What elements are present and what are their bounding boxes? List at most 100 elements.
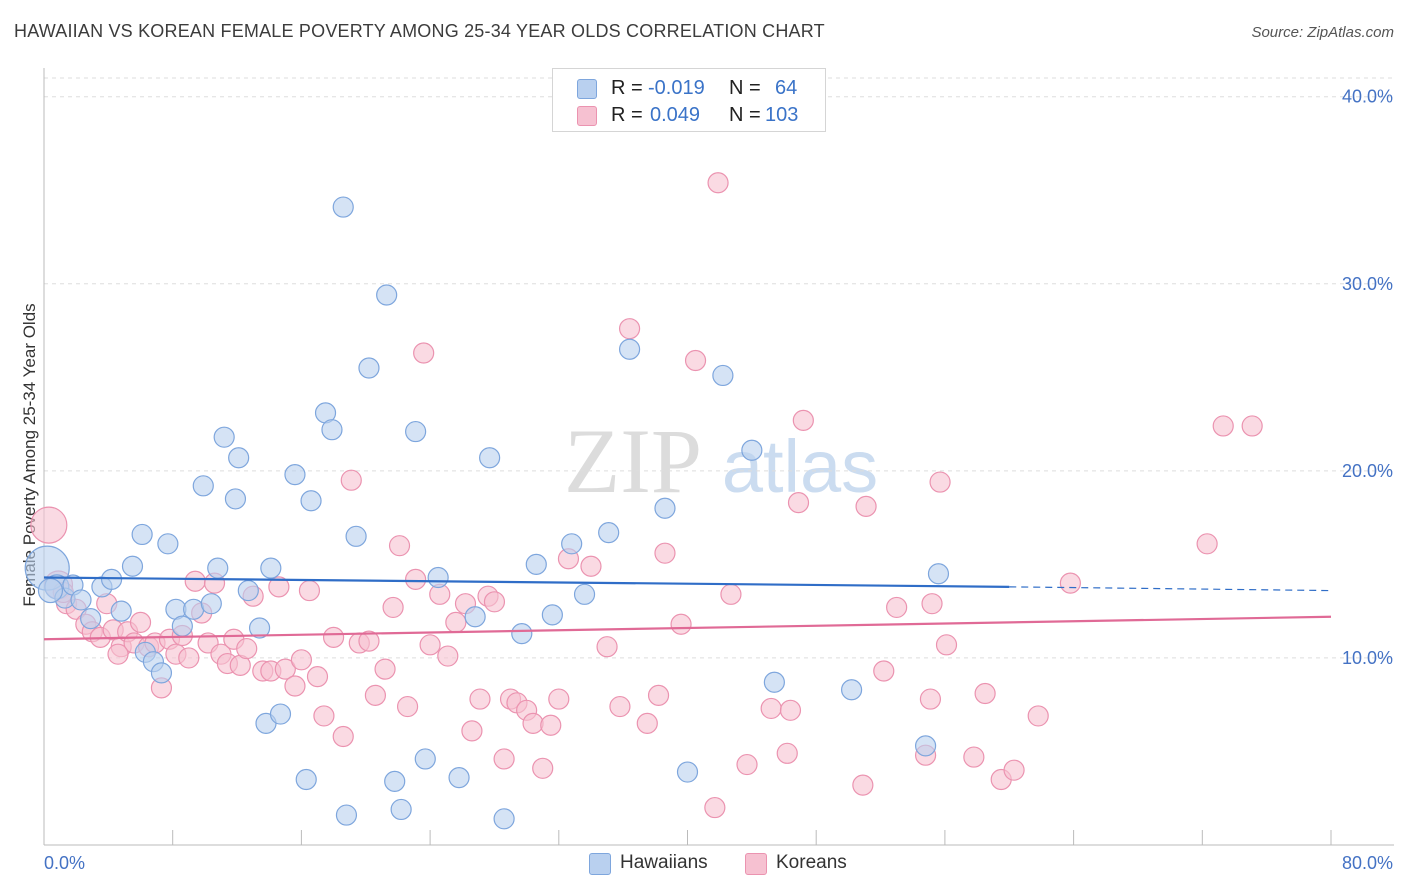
korean-point — [1212, 415, 1234, 437]
hawaiian-point — [741, 439, 763, 461]
korean-point — [963, 746, 985, 768]
hawaiian-point — [110, 600, 132, 622]
korean-point — [284, 675, 306, 697]
korean-point — [548, 688, 570, 710]
legend-r-label: R = — [611, 104, 643, 126]
korean-point — [298, 579, 321, 602]
korean-point — [306, 666, 329, 688]
korean-point — [483, 591, 506, 613]
korean-point — [704, 796, 726, 819]
hawaiian-point — [541, 604, 563, 626]
korean-point — [532, 757, 554, 779]
korean-point — [670, 613, 692, 635]
korean-point — [540, 714, 562, 736]
korean-point — [129, 611, 152, 633]
korean-point — [322, 626, 345, 648]
hawaiian-point — [183, 598, 205, 620]
korean-point — [419, 634, 441, 656]
legend-r-value: -0.019 — [648, 77, 705, 99]
hawaiian-point — [427, 566, 449, 589]
korean-point — [580, 555, 602, 577]
hawaiian-point — [927, 563, 950, 585]
hawaiian-point — [100, 568, 123, 590]
legend-r-label: R = — [611, 77, 643, 99]
hawaiian-point — [840, 679, 863, 701]
korean-point — [268, 576, 290, 598]
hawaiian-point — [598, 521, 620, 544]
hawaiian-point — [479, 447, 501, 469]
korean-point — [469, 688, 491, 710]
y-tick-label: 20.0% — [1342, 461, 1393, 481]
hawaiian-point — [345, 525, 367, 547]
korean-point — [445, 611, 467, 633]
korean-point — [921, 593, 943, 615]
legend-r-value: 0.049 — [650, 104, 701, 126]
korean-point — [779, 699, 802, 721]
korean-point — [609, 695, 631, 718]
legend-n-value: 64 — [775, 77, 798, 99]
korean-point — [461, 720, 483, 742]
korean-point — [855, 495, 877, 517]
koreans-legend-swatch — [745, 853, 767, 875]
korean-point — [340, 469, 362, 491]
hawaiian-point — [335, 804, 358, 826]
korean-point — [1241, 415, 1263, 437]
korean-point — [787, 492, 810, 514]
hawaiian-point — [80, 608, 102, 630]
korean-point — [358, 630, 380, 652]
x-tick-label-min: 0.0% — [44, 853, 85, 873]
hawaiian-point — [405, 420, 427, 443]
y-tick-label: 10.0% — [1342, 648, 1393, 668]
hawaiian-trend-line — [43, 576, 1010, 588]
hawaiian-point — [300, 490, 322, 512]
korean-point — [792, 409, 814, 431]
korean-trend-line — [43, 615, 1332, 641]
korean-point — [760, 697, 782, 720]
korean-point — [647, 684, 670, 706]
hawaiian-point — [284, 463, 306, 486]
hawaiian-point — [295, 768, 317, 791]
hawaiians-legend-label: Hawaiians — [620, 852, 708, 873]
korean-point — [919, 688, 942, 710]
hawaiian-point — [525, 553, 547, 575]
hawaiian-point — [618, 338, 641, 360]
korean-point — [1003, 759, 1025, 781]
hawaiian-point — [207, 557, 229, 579]
korean-point — [493, 748, 515, 770]
legend-row-koreans: R = 0.049 N = 103 — [553, 102, 825, 128]
korean-point — [405, 568, 427, 590]
korean-point — [274, 658, 296, 680]
korean-point — [332, 725, 354, 748]
korean-point — [720, 583, 742, 605]
koreans-swatch — [577, 106, 597, 126]
korean-point — [437, 645, 459, 667]
hawaiian-point — [384, 770, 406, 792]
korean-point — [596, 636, 618, 658]
source-label: Source: ZipAtlas.com — [1251, 24, 1394, 41]
hawaiian-point — [511, 623, 533, 645]
hawaiian-point — [390, 798, 412, 821]
hawaiian-point — [192, 475, 214, 497]
korean-point — [178, 647, 200, 669]
korean-point — [364, 684, 387, 706]
korean-point — [935, 634, 958, 656]
korean-point — [413, 342, 435, 364]
hawaiians-legend-swatch — [589, 853, 611, 875]
hawaiian-point — [237, 579, 259, 602]
korean-point — [290, 649, 312, 671]
korean-point — [30, 506, 68, 544]
korean-point — [1196, 533, 1218, 555]
correlation-legend: R = -0.019 N = 64 R = 0.049 N = 103 — [552, 68, 826, 132]
hawaiian-point — [763, 671, 785, 693]
chart-title: HAWAIIAN VS KOREAN FEMALE POVERTY AMONG … — [14, 21, 825, 41]
watermark-zip: ZIP — [564, 410, 702, 512]
korean-point — [873, 660, 895, 682]
korean-point — [388, 535, 411, 557]
korean-point — [736, 753, 758, 776]
hawaiian-point — [228, 447, 250, 469]
y-tick-label: 30.0% — [1342, 274, 1393, 294]
hawaiian-point — [561, 533, 583, 555]
hawaiian-point — [131, 523, 153, 546]
korean-point — [1027, 705, 1049, 727]
